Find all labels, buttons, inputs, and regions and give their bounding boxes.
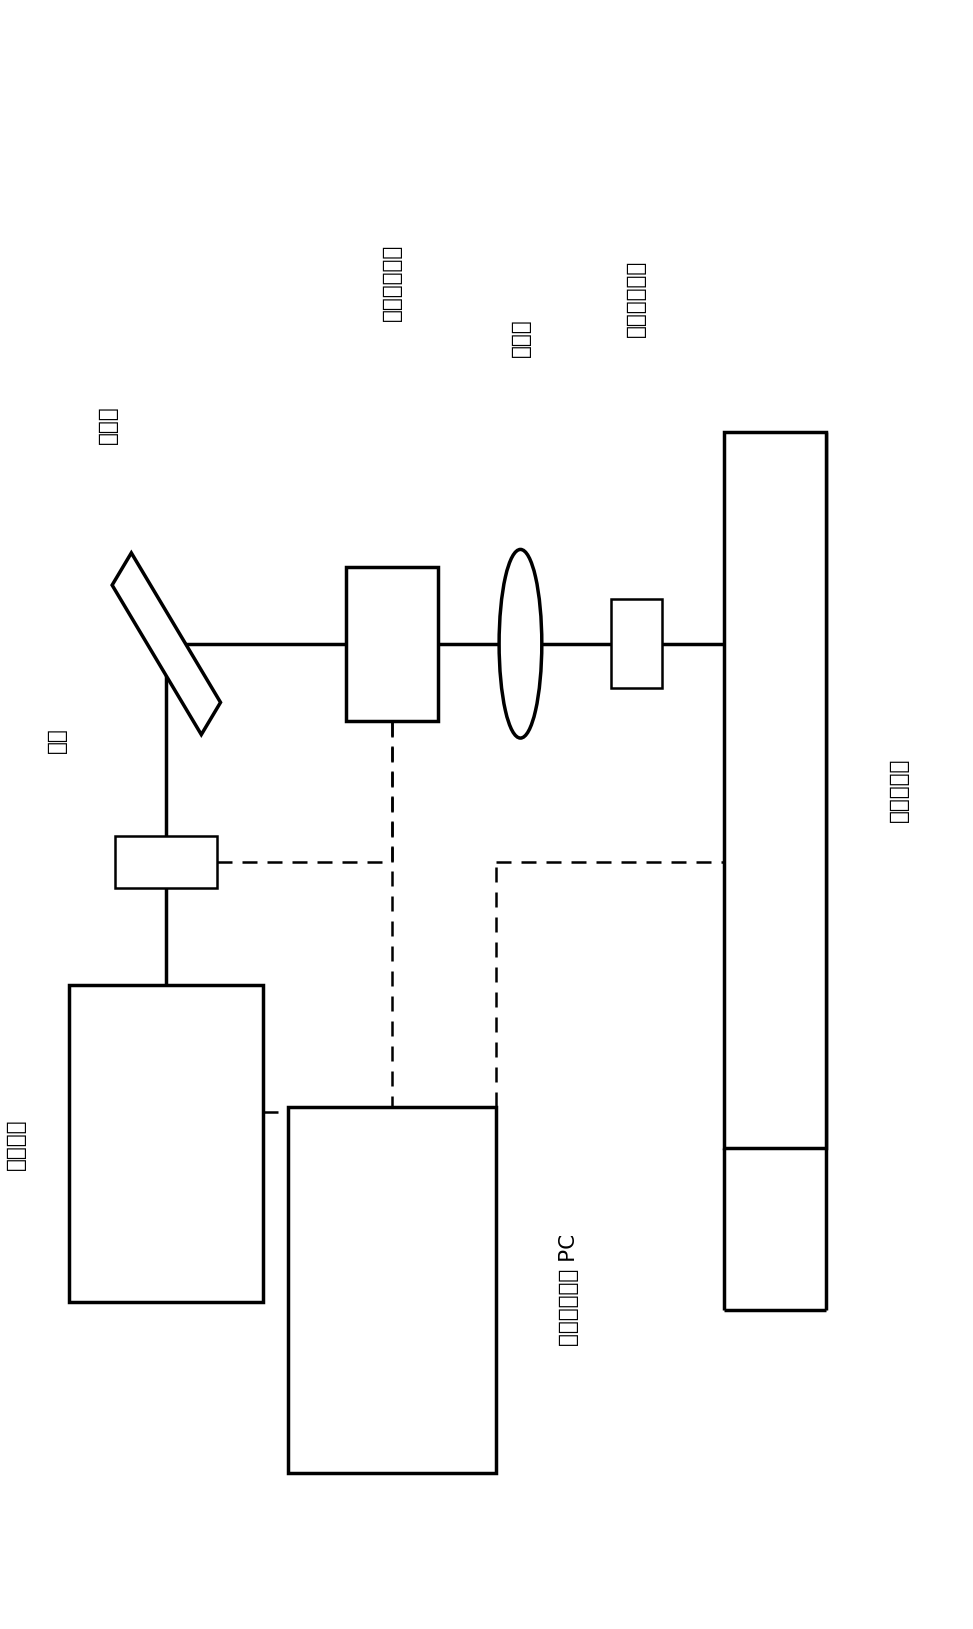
- Bar: [288, 1108, 496, 1473]
- Text: 自动载物台: 自动载物台: [889, 757, 909, 823]
- Bar: [116, 836, 217, 888]
- Text: 反射镜: 反射镜: [98, 406, 118, 443]
- Bar: [345, 567, 438, 722]
- Text: 目标（样品）: 目标（样品）: [627, 259, 646, 337]
- Text: 功率调节机构: 功率调节机构: [382, 243, 402, 321]
- Polygon shape: [112, 552, 221, 735]
- Bar: [724, 432, 826, 1148]
- Ellipse shape: [499, 549, 542, 738]
- Text: 激光光源: 激光光源: [6, 1117, 26, 1170]
- Text: 快门: 快门: [47, 727, 67, 753]
- Text: 控制驱动器或 PC: 控制驱动器或 PC: [559, 1235, 579, 1346]
- Text: 聚光镜: 聚光镜: [511, 319, 530, 357]
- Bar: [611, 599, 662, 689]
- Bar: [69, 986, 264, 1302]
